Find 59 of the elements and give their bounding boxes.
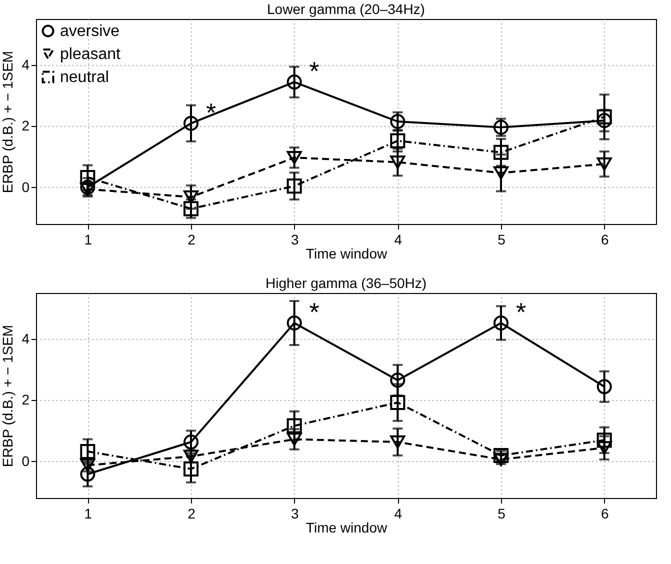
chart-title: Higher gamma (36–50Hz) bbox=[265, 275, 427, 291]
point bbox=[493, 166, 509, 180]
point bbox=[596, 379, 612, 394]
x-tick-label: 3 bbox=[290, 506, 299, 522]
point bbox=[596, 432, 612, 448]
y-tick-label: 2 bbox=[22, 118, 30, 134]
point bbox=[286, 432, 302, 446]
point bbox=[493, 448, 509, 463]
point bbox=[390, 435, 406, 449]
point bbox=[493, 144, 509, 160]
point bbox=[390, 156, 406, 169]
point bbox=[596, 441, 612, 454]
point bbox=[80, 444, 96, 460]
x-tick-label: 2 bbox=[188, 506, 196, 522]
x-tick-label: 2 bbox=[188, 232, 196, 248]
point bbox=[286, 74, 302, 90]
chart-title: Lower gamma (20–34Hz) bbox=[267, 1, 425, 17]
point bbox=[286, 150, 302, 164]
point bbox=[183, 116, 199, 131]
x-tick-label: 3 bbox=[290, 232, 299, 248]
annotation: * bbox=[516, 296, 526, 327]
point bbox=[286, 178, 302, 194]
point bbox=[493, 315, 509, 330]
y-tick-label: 0 bbox=[22, 452, 30, 469]
y-axis-title: ERBP (d.B.) + − 1SEM bbox=[0, 50, 16, 194]
y-tick-label: 4 bbox=[22, 330, 30, 346]
point bbox=[596, 109, 612, 124]
y-tick-label: 4 bbox=[22, 56, 30, 72]
point bbox=[183, 201, 199, 216]
x-tick-label: 4 bbox=[394, 232, 402, 248]
x-tick-label: 6 bbox=[600, 506, 609, 522]
point bbox=[390, 372, 406, 388]
x-axis-title: Time window bbox=[306, 520, 388, 536]
point bbox=[596, 157, 612, 171]
point bbox=[390, 133, 406, 148]
y-tick-label: 2 bbox=[22, 392, 30, 408]
point bbox=[493, 452, 509, 466]
legend-label: aversive bbox=[60, 23, 120, 40]
x-tick-label: 1 bbox=[84, 506, 92, 522]
point bbox=[183, 434, 199, 450]
legend-label: neutral bbox=[60, 69, 109, 86]
annotation: * bbox=[206, 97, 216, 128]
y-tick-label: 0 bbox=[22, 178, 30, 195]
y-axis-title: ERBP (d.B.) + − 1SEM bbox=[0, 324, 16, 468]
x-tick-label: 4 bbox=[394, 506, 402, 522]
legend-label: pleasant bbox=[60, 46, 122, 63]
annotation: * bbox=[309, 296, 320, 327]
x-tick-label: 5 bbox=[498, 506, 506, 522]
point bbox=[286, 315, 302, 330]
point bbox=[183, 461, 199, 476]
point bbox=[80, 170, 96, 186]
annotation: * bbox=[309, 56, 320, 86]
x-axis-title: Time window bbox=[306, 246, 388, 262]
x-tick-label: 5 bbox=[498, 232, 506, 248]
x-tick-label: 6 bbox=[600, 232, 609, 248]
point bbox=[80, 466, 96, 482]
point bbox=[390, 395, 406, 410]
x-tick-label: 1 bbox=[84, 232, 92, 248]
point bbox=[286, 418, 302, 434]
